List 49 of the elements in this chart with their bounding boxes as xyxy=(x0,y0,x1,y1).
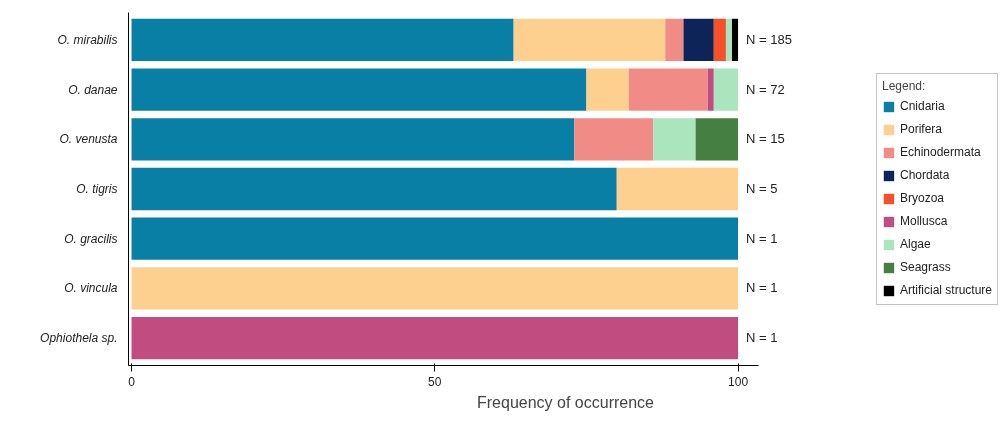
bar xyxy=(707,68,714,111)
bar xyxy=(616,167,739,211)
annotation: N = 1 xyxy=(746,230,778,246)
bar xyxy=(131,217,739,260)
legend-label: Seagrass xyxy=(899,259,951,276)
bar xyxy=(653,118,696,161)
legend-label: Algae xyxy=(899,236,931,253)
bar xyxy=(513,18,666,61)
x-tick-label: 100 xyxy=(728,374,749,389)
annotation: N = 1 xyxy=(746,280,778,296)
bar xyxy=(665,18,684,61)
bar xyxy=(131,317,739,360)
legend-label: Artificial structure xyxy=(899,282,992,299)
x-axis-title: Frequency of occurrence xyxy=(477,393,655,411)
legend-title: Legend: xyxy=(881,78,927,93)
x-tick-label: 50 xyxy=(428,374,442,389)
bar xyxy=(713,68,739,111)
legend-label: Chordata xyxy=(899,167,950,184)
bar xyxy=(131,18,514,61)
legend-label: Echinodermata xyxy=(899,144,981,161)
bar xyxy=(725,18,732,61)
annotation: N = 185 xyxy=(746,31,792,47)
bar xyxy=(695,118,739,161)
bar xyxy=(131,118,575,161)
bar xyxy=(131,267,739,310)
y-tick-label: O. mirabilis xyxy=(57,32,118,47)
annotation: N = 1 xyxy=(746,330,778,346)
legend-label: Bryozoa xyxy=(899,190,944,207)
bar xyxy=(586,68,629,111)
y-tick-label: Ophiothela sp. xyxy=(40,331,118,346)
legend-label: Porifera xyxy=(899,121,942,138)
y-tick-label: O. tigris xyxy=(76,182,118,196)
bar xyxy=(731,18,739,61)
annotation: N = 15 xyxy=(746,131,785,147)
legend-label: Cnidaria xyxy=(899,98,945,115)
bar xyxy=(713,18,726,61)
x-tick-label: 0 xyxy=(128,374,136,389)
y-tick-label: O. vincula xyxy=(64,281,118,296)
bar xyxy=(574,118,654,161)
y-tick-label: O. gracilis xyxy=(64,231,118,246)
bar xyxy=(683,18,714,61)
bar xyxy=(131,68,587,111)
bar xyxy=(628,68,708,111)
y-tick-label: O. danae xyxy=(68,82,118,97)
legend-label: Mollusca xyxy=(899,213,948,230)
annotation: N = 5 xyxy=(746,181,778,196)
bar xyxy=(131,167,617,211)
annotation: N = 72 xyxy=(746,81,785,97)
y-tick-label: O. venusta xyxy=(59,132,118,147)
